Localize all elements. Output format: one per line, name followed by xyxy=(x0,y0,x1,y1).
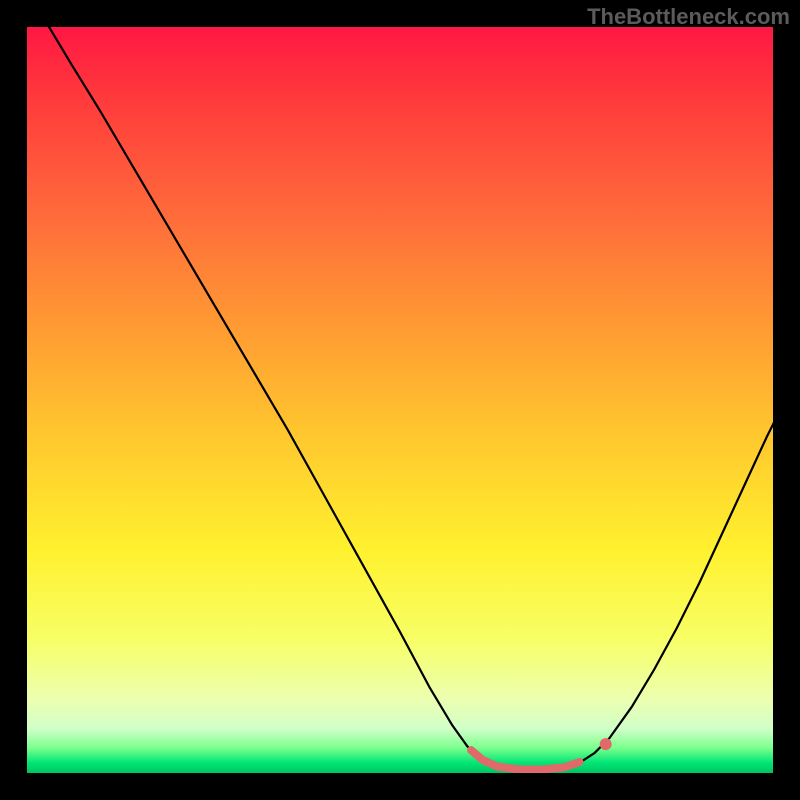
plot-background xyxy=(26,26,774,774)
bottleneck-chart-svg xyxy=(0,0,800,800)
chart-container: TheBottleneck.com xyxy=(0,0,800,800)
marker-dot xyxy=(600,738,612,750)
watermark-text: TheBottleneck.com xyxy=(587,4,790,30)
